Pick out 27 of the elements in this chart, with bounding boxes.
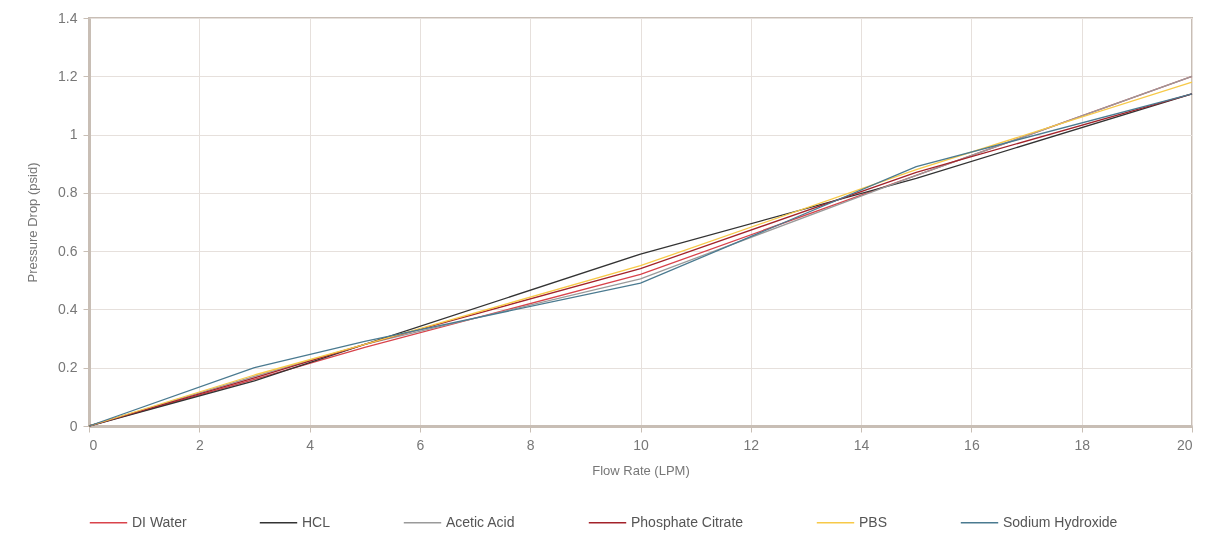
legend-label: HCL <box>302 513 331 530</box>
legend-label: Phosphate Citrate <box>631 513 744 530</box>
legend-label: Acetic Acid <box>446 513 515 530</box>
y-tick-label: 0 <box>69 417 78 434</box>
x-tick-label: 18 <box>1074 436 1091 453</box>
x-tick-label: 12 <box>743 436 760 453</box>
y-tick-label: 0.4 <box>58 300 78 317</box>
y-tick-label: 0.8 <box>58 184 78 201</box>
y-tick-label: 0.6 <box>58 242 78 259</box>
x-tick-label: 10 <box>633 436 649 453</box>
y-tick-label: 1 <box>69 126 78 143</box>
x-tick-label: 2 <box>195 436 204 453</box>
x-tick-label: 8 <box>526 436 535 453</box>
y-tick-label: 1.4 <box>58 9 78 26</box>
x-axis-title: Flow Rate (LPM) <box>592 462 690 478</box>
x-tick-label: 4 <box>306 436 315 453</box>
x-tick-label: 0 <box>89 436 98 453</box>
legend-label: PBS <box>859 513 888 530</box>
y-tick-label: 1.2 <box>58 67 78 84</box>
x-tick-label: 6 <box>416 436 425 453</box>
y-tick-label: 0.2 <box>58 359 78 376</box>
legend-label: DI Water <box>132 513 188 530</box>
x-tick-label: 20 <box>1176 436 1193 453</box>
x-tick-label: 14 <box>853 436 870 453</box>
x-tick-label: 16 <box>964 436 980 453</box>
y-axis-title: Pressure Drop (psid) <box>25 162 41 283</box>
legend-label: Sodium Hydroxide <box>1003 513 1118 530</box>
